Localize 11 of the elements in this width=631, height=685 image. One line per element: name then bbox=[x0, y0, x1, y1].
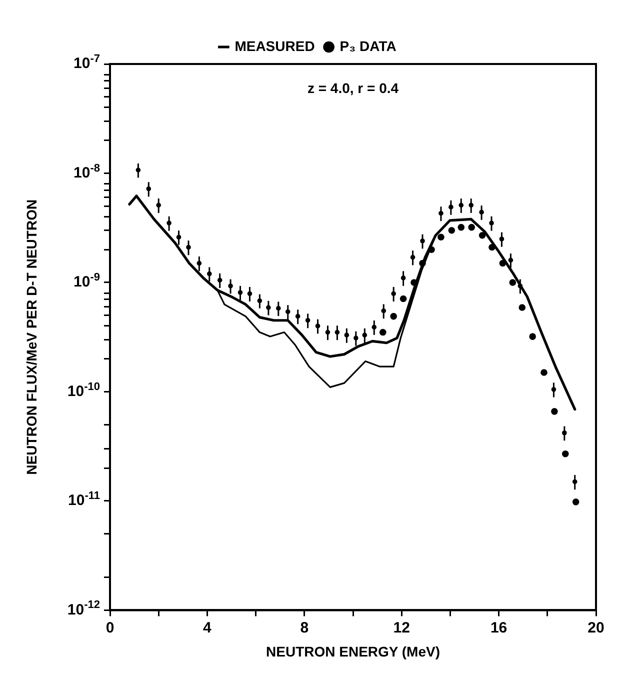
x-tick-label: 0 bbox=[106, 619, 114, 636]
y-axis-title: NEUTRON FLUX/MeV PER D-T NEUTRON bbox=[23, 199, 40, 475]
x-tick-label: 16 bbox=[490, 619, 508, 636]
x-axis-title: NEUTRON ENERGY (MeV) bbox=[266, 643, 440, 660]
x-tick-label: 20 bbox=[588, 619, 604, 636]
annotation: z = 4.0, r = 0.4 bbox=[307, 80, 399, 96]
legend-label: MEASURED bbox=[234, 38, 315, 54]
legend-label: P₃ DATA bbox=[340, 38, 396, 54]
x-tick-label: 12 bbox=[393, 619, 410, 636]
x-tick-label: 8 bbox=[300, 619, 309, 636]
x-tick-label: 4 bbox=[203, 619, 212, 636]
